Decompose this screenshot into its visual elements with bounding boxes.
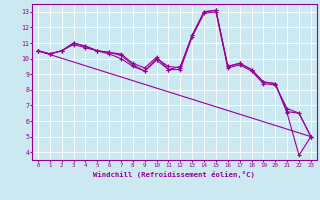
X-axis label: Windchill (Refroidissement éolien,°C): Windchill (Refroidissement éolien,°C) — [93, 171, 255, 178]
